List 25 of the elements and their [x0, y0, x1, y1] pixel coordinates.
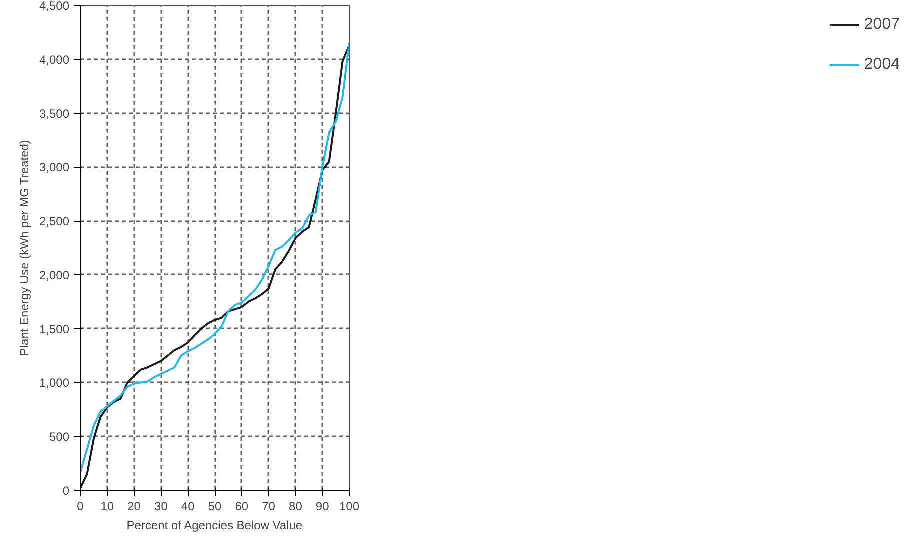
x-tick-label: 70 — [262, 500, 276, 514]
x-tick-label: 90 — [316, 500, 330, 514]
legend-label: 2007 — [864, 16, 900, 34]
y-tick-label: 1,500 — [39, 322, 70, 336]
x-tick-label: 60 — [235, 500, 249, 514]
x-tick-label: 10 — [100, 500, 114, 514]
y-tick-label: 500 — [49, 430, 70, 444]
x-tick-label: 40 — [181, 500, 196, 514]
y-tick-label: 2,500 — [39, 214, 70, 229]
x-tick-label: 30 — [154, 500, 168, 514]
x-tick-label: 100 — [339, 500, 360, 514]
y-tick-label: 4,500 — [39, 0, 70, 13]
y-tick-label: 1,000 — [39, 376, 70, 390]
y-tick-label: 3,000 — [39, 160, 70, 175]
y-axis-title: Plant Energy Use (kWh per MG Treated) — [17, 140, 32, 356]
y-tick-label: 0 — [62, 484, 70, 498]
y-tick-label: 3,500 — [39, 106, 70, 121]
x-tick-label: 50 — [208, 500, 222, 514]
x-tick-label: 80 — [289, 500, 303, 514]
x-axis-title: Percent of Agencies Below Value — [126, 518, 303, 532]
x-tick-label: 0 — [77, 500, 84, 514]
legend-label: 2004 — [864, 56, 900, 74]
y-tick-label: 2,000 — [39, 268, 70, 282]
y-tick-label: 4,000 — [39, 52, 70, 67]
x-tick-label: 20 — [128, 500, 142, 514]
